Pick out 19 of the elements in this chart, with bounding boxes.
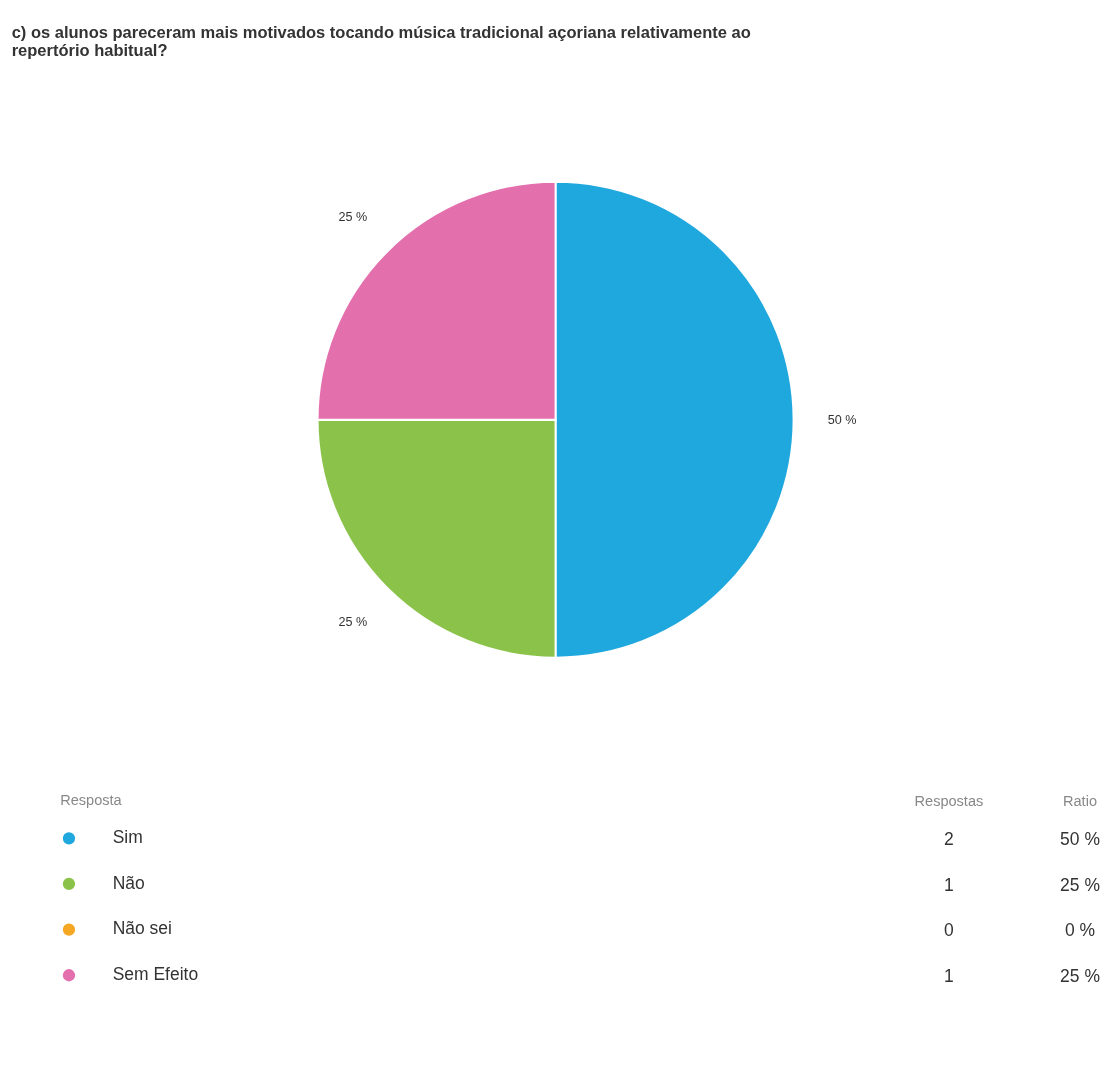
data-label: 25 % <box>338 209 368 224</box>
data-label: 1 <box>944 874 954 895</box>
text: 25 % <box>1060 966 1100 987</box>
data-label: 50 % <box>827 412 857 427</box>
legend-title: Resposta <box>60 792 123 809</box>
chart-title: c) os alunos pareceram mais motivados tocando música tradicional açoriana relativamente ao repertório habitual? <box>11 23 751 60</box>
data-label: 25 % <box>338 615 368 630</box>
legend-label: Não sei <box>112 918 172 939</box>
data-label: 1 <box>944 966 954 987</box>
legend-label: Não <box>112 872 145 893</box>
text: Respostas <box>914 793 984 810</box>
legend-label: Sem Efeito <box>112 964 199 985</box>
text: 25 % <box>1060 874 1100 895</box>
text: Ratio <box>1063 793 1097 810</box>
text: 0 % <box>1064 920 1096 941</box>
data-label: 0 <box>944 920 955 941</box>
data-label: 2 <box>944 829 954 850</box>
legend-label: Sim <box>112 827 143 848</box>
text: 50 % <box>1060 829 1100 850</box>
